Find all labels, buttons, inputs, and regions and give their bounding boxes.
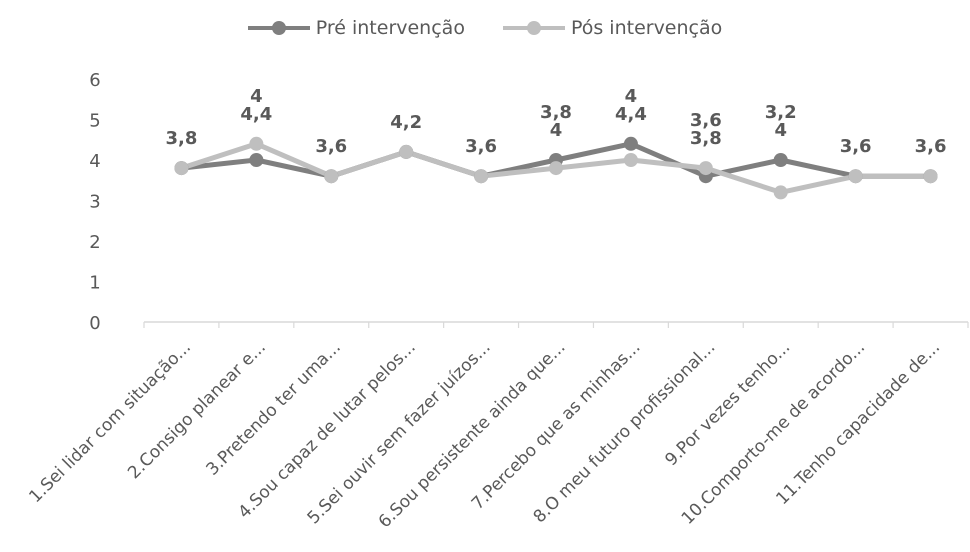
data-point-pos: [474, 169, 489, 184]
data-point-pos: [923, 169, 938, 184]
legend-label-pos: Pós intervenção: [570, 17, 723, 39]
data-label-pre: 4: [250, 86, 263, 107]
y-tick-label: 2: [89, 232, 100, 253]
x-tick-label: 9.Por vezes tenho...: [661, 337, 794, 470]
data-point-pos: [249, 136, 264, 151]
data-point-pos: [324, 169, 339, 184]
legend-swatch-pre: [247, 17, 310, 39]
legend-item-pos: Pós intervenção: [502, 17, 723, 39]
data-label-pos: 4: [625, 86, 638, 107]
y-tick-label: 5: [89, 111, 100, 132]
legend-item-pre: Pré intervenção: [247, 17, 465, 39]
data-point-pos: [698, 161, 713, 176]
x-tick-label: 11.Tenho capacidade de...: [772, 337, 944, 509]
legend-swatch-pos: [502, 17, 565, 39]
data-point-pre: [773, 153, 788, 167]
data-label-pre: 3,6: [465, 136, 497, 157]
x-tick-label: 2.Consigo planear e...: [124, 337, 270, 483]
data-label-pre: 3,6: [915, 136, 947, 157]
data-point-pos: [399, 144, 414, 159]
data-label-pre: 4: [774, 120, 787, 141]
data-point-pre: [249, 153, 264, 167]
data-label-pos: 3,2: [765, 102, 797, 123]
data-label-pre: 3,6: [315, 136, 347, 157]
data-point-pre: [623, 136, 638, 151]
y-tick-label: 4: [89, 151, 100, 172]
data-label-pre: 4: [550, 120, 563, 141]
data-point-pos: [623, 153, 638, 167]
y-tick-label: 6: [89, 70, 100, 91]
y-tick-label: 1: [89, 273, 100, 294]
data-point-pos: [848, 169, 863, 184]
data-label-pre: 4,4: [615, 104, 647, 125]
x-tick-label: 1.Sei lidar com situação...: [25, 337, 195, 507]
data-label-pos: 3,8: [540, 102, 572, 123]
legend-label-pre: Pré intervenção: [315, 17, 465, 39]
data-label-pre: 4,2: [390, 112, 422, 133]
data-point-pos: [174, 161, 189, 176]
y-tick-label: 3: [89, 192, 100, 213]
data-point-pos: [549, 161, 563, 176]
chart-legend: Pré intervenção Pós intervenção: [0, 14, 970, 42]
data-label-pre: 3,8: [166, 128, 198, 149]
x-tick-label: 3.Pretendo ter uma...: [203, 337, 345, 479]
y-tick-label: 0: [89, 313, 100, 334]
data-label-pre: 3,6: [690, 110, 722, 131]
data-label-pos: 3,8: [690, 128, 722, 149]
data-label-pos: 4,4: [240, 104, 272, 125]
data-label-pre: 3,6: [840, 136, 872, 157]
data-point-pos: [773, 185, 788, 200]
